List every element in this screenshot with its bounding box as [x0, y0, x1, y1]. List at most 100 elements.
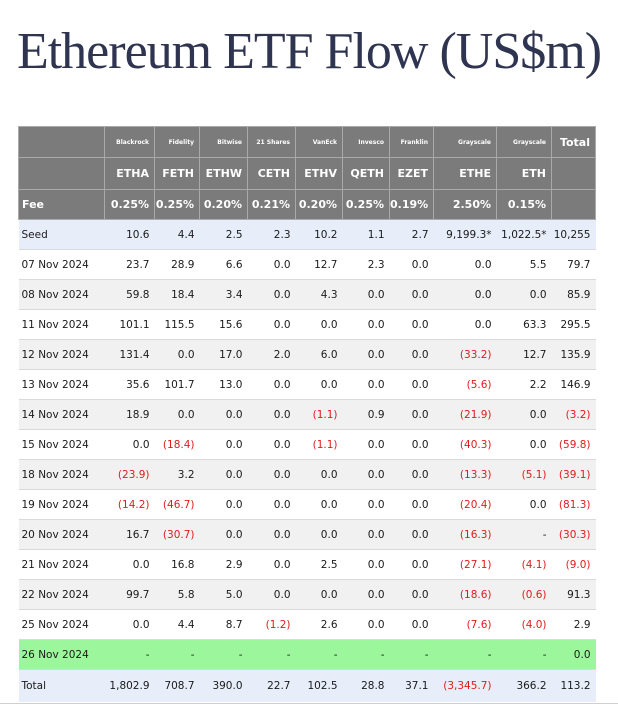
flow-cell: 0.0 — [342, 369, 390, 400]
flow-cell: 0.0 — [104, 549, 155, 580]
flow-cell: 131.4 — [104, 339, 155, 370]
flow-cell: 0.0 — [389, 459, 434, 490]
fee-header-cell: 0.20% — [295, 189, 343, 220]
issuer-header-cell — [18, 126, 105, 158]
flow-cell: 0.0 — [389, 399, 434, 430]
flow-cell: 0.0 — [342, 549, 390, 580]
flow-cell: 0.0 — [199, 429, 248, 460]
flow-cell: 0.0 — [496, 399, 552, 430]
row-label: 18 Nov 2024 — [18, 459, 105, 490]
flow-cell: 146.9 — [551, 369, 596, 400]
fee-header-cell: 0.15% — [496, 189, 552, 220]
flow-cell: 0.0 — [247, 429, 296, 460]
flow-cell: 0.0 — [496, 279, 552, 310]
flow-cell: 16.8 — [154, 549, 200, 580]
flow-cell: 12.7 — [496, 339, 552, 370]
flow-cell: 23.7 — [104, 249, 155, 280]
flow-cell: 0.0 — [247, 489, 296, 520]
flow-cell: - — [496, 519, 552, 550]
flow-cell: 8.7 — [199, 609, 248, 640]
ticker-row: ETHA FETH ETHW CETH ETHV QETH EZET ETHE ETH — [18, 157, 596, 190]
flow-cell: 6.0 — [295, 339, 343, 370]
ticker-header-cell: EZET — [389, 157, 434, 190]
flow-cell: (5.1) — [496, 459, 552, 490]
flow-cell: 1.1 — [342, 219, 390, 250]
table-row: 08 Nov 2024 59.8 18.4 3.4 0.0 4.3 0.0 0.0 0.0 0.0… — [18, 279, 596, 310]
ticker-header-cell — [18, 157, 105, 190]
issuer-header-cell: Total — [551, 126, 596, 158]
flow-cell: 12.7 — [295, 249, 343, 280]
flow-cell: - — [154, 639, 200, 670]
flow-cell: 101.1 — [104, 309, 155, 340]
row-label: Total — [18, 669, 105, 702]
flow-cell: 0.0 — [104, 609, 155, 640]
flow-cell: 0.0 — [104, 429, 155, 460]
flow-cell: 0.0 — [496, 429, 552, 460]
flow-cell: 0.0 — [433, 279, 497, 310]
flow-cell: (1.2) — [247, 609, 296, 640]
flow-cell: (46.7) — [154, 489, 200, 520]
ticker-header-cell: ETHW — [199, 157, 248, 190]
flow-cell: 0.0 — [199, 399, 248, 430]
flow-cell: 0.0 — [154, 399, 200, 430]
flow-cell: 0.0 — [247, 549, 296, 580]
flow-cell: 10,255 — [551, 219, 596, 250]
row-label: 13 Nov 2024 — [18, 369, 105, 400]
flow-cell: (13.3) — [433, 459, 497, 490]
flow-cell: (23.9) — [104, 459, 155, 490]
flow-cell: - — [496, 639, 552, 670]
flow-cell: 0.0 — [342, 309, 390, 340]
flow-cell: (4.1) — [496, 549, 552, 580]
flow-cell: 4.4 — [154, 609, 200, 640]
row-label: 26 Nov 2024 — [18, 639, 105, 670]
flow-cell: 0.0 — [247, 579, 296, 610]
flow-cell: 28.8 — [342, 669, 390, 702]
table-body: Seed 10.6 4.4 2.5 2.3 10.2 1.1 2.7 9,199.3* 1,022… — [18, 219, 596, 702]
flow-cell: 85.9 — [551, 279, 596, 310]
flow-cell: (30.7) — [154, 519, 200, 550]
flow-cell: 0.0 — [295, 369, 343, 400]
row-label: 19 Nov 2024 — [18, 489, 105, 520]
flow-cell: 0.0 — [496, 489, 552, 520]
flow-cell: 2.6 — [295, 609, 343, 640]
flow-cell: 0.0 — [389, 579, 434, 610]
flow-cell: 0.0 — [342, 279, 390, 310]
row-label: 22 Nov 2024 — [18, 579, 105, 610]
flow-cell: 0.0 — [199, 459, 248, 490]
flow-cell: 79.7 — [551, 249, 596, 280]
flow-cell: 0.0 — [433, 309, 497, 340]
fee-header-cell: 0.25% — [154, 189, 200, 220]
flow-cell: (40.3) — [433, 429, 497, 460]
flow-cell: (21.9) — [433, 399, 497, 430]
flow-cell: 2.9 — [199, 549, 248, 580]
row-label: 25 Nov 2024 — [18, 609, 105, 640]
flow-cell: 0.0 — [295, 519, 343, 550]
flow-cell: 0.0 — [389, 429, 434, 460]
flow-cell: 0.0 — [247, 519, 296, 550]
flow-cell: 13.0 — [199, 369, 248, 400]
flow-cell: 0.0 — [389, 519, 434, 550]
flow-cell: 1,022.5* — [496, 219, 552, 250]
row-label: 21 Nov 2024 — [18, 549, 105, 580]
flow-cell: 0.0 — [342, 339, 390, 370]
flow-cell: 0.0 — [342, 579, 390, 610]
row-label: 15 Nov 2024 — [18, 429, 105, 460]
table-row: 26 Nov 2024- - - - - - - - -0.0 — [18, 639, 596, 670]
flow-cell: 0.0 — [247, 459, 296, 490]
fee-header-cell: 0.21% — [247, 189, 296, 220]
flow-cell: 390.0 — [199, 669, 248, 702]
flow-cell: 0.0 — [342, 459, 390, 490]
flow-cell: 0.0 — [389, 309, 434, 340]
ticker-header-cell: FETH — [154, 157, 200, 190]
table-row: 07 Nov 2024 23.7 28.9 6.6 0.0 12.7 2.3 0.0 0.0 5.… — [18, 249, 596, 280]
total-row: Total 1,802.9 708.7 390.0 22.7 102.5 28.8 37.1(… — [18, 669, 596, 702]
flow-cell: 22.7 — [247, 669, 296, 702]
fee-header-cell — [551, 189, 596, 220]
flow-cell: 99.7 — [104, 579, 155, 610]
flow-cell: 0.0 — [389, 339, 434, 370]
row-label: 08 Nov 2024 — [18, 279, 105, 310]
flow-cell: - — [295, 639, 343, 670]
flow-cell: 2.5 — [295, 549, 343, 580]
flow-cell: (30.3) — [551, 519, 596, 550]
flow-cell: 295.5 — [551, 309, 596, 340]
